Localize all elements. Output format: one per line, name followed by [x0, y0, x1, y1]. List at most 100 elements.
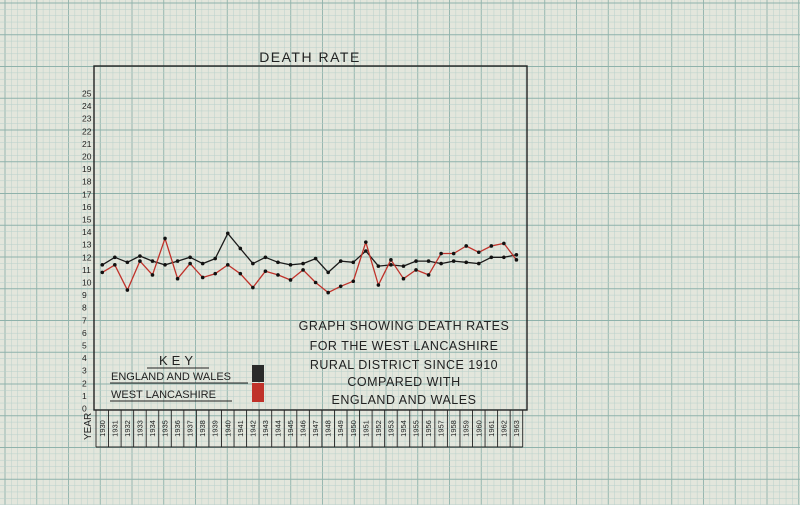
subtitle-line-5: ENGLAND AND WALES	[332, 393, 477, 407]
data-point-west-lancashire	[188, 261, 192, 266]
x-tick-label: 1962	[499, 420, 508, 437]
x-tick-label: 1938	[198, 420, 207, 437]
y-tick-label: 20	[82, 152, 92, 162]
data-point-england-and-wales	[163, 263, 167, 267]
data-point-england-and-wales	[414, 259, 418, 263]
y-tick-label: 15	[82, 215, 92, 225]
data-point-west-lancashire	[138, 259, 142, 263]
subtitle-line-4: COMPARED WITH	[347, 375, 460, 389]
chart-title: DEATH RATE	[259, 49, 361, 65]
x-tick-label: 1958	[449, 420, 458, 437]
data-point-england-and-wales	[351, 260, 356, 265]
subtitle-line-1: GRAPH SHOWING DEATH RATES	[299, 319, 510, 333]
data-point-west-lancashire	[439, 251, 443, 256]
x-tick-label: 1948	[324, 420, 333, 437]
data-point-west-lancashire	[288, 278, 293, 282]
data-point-west-lancashire	[175, 276, 180, 281]
data-point-england-and-wales	[225, 231, 230, 236]
data-point-west-lancashire	[263, 269, 268, 273]
data-point-west-lancashire	[213, 271, 218, 276]
data-point-england-and-wales	[489, 255, 494, 260]
y-tick-label: 23	[82, 114, 92, 124]
data-point-england-and-wales	[276, 260, 280, 265]
y-tick-label: 2	[82, 378, 87, 388]
x-tick-label: 1935	[161, 420, 170, 437]
data-series	[100, 231, 519, 295]
data-point-england-and-wales	[439, 261, 443, 266]
data-point-west-lancashire	[514, 258, 519, 262]
data-point-west-lancashire	[489, 244, 494, 248]
x-tick-label: 1946	[299, 420, 308, 437]
x-tick-label: 1933	[135, 420, 144, 437]
y-tick-label: 4	[82, 353, 87, 363]
y-tick-label: 24	[82, 101, 92, 111]
x-tick-label: 1932	[123, 420, 132, 437]
data-point-west-lancashire	[338, 284, 343, 289]
data-point-west-lancashire	[376, 283, 381, 287]
data-point-west-lancashire	[301, 268, 305, 272]
y-axis-tick-labels: 0123456789101112131415161718192021222324…	[82, 89, 92, 414]
x-tick-label: 1937	[186, 420, 195, 437]
x-tick-label: 1950	[349, 420, 358, 437]
data-point-england-and-wales	[213, 256, 218, 261]
x-tick-label: 1957	[437, 420, 446, 437]
data-point-england-and-wales	[100, 263, 105, 267]
data-point-west-lancashire	[163, 236, 167, 241]
data-point-west-lancashire	[238, 271, 243, 276]
data-point-england-and-wales	[426, 259, 431, 263]
data-point-west-lancashire	[476, 250, 481, 255]
data-point-england-and-wales	[514, 252, 519, 257]
x-tick-label: 1936	[173, 420, 182, 437]
x-axis-label: YEAR	[83, 413, 94, 440]
legend-entry-england-wales: ENGLAND AND WALES	[111, 371, 231, 383]
y-tick-label: 9	[82, 290, 87, 300]
data-point-england-and-wales	[175, 259, 180, 263]
data-point-west-lancashire	[464, 244, 469, 248]
year-axis-table: 1930 1931 1932 1933 1934 1935 1936 1937 1938 1939…	[95, 410, 524, 448]
x-tick-label: 1956	[424, 420, 433, 437]
data-point-england-and-wales	[301, 261, 305, 266]
data-point-west-lancashire	[200, 275, 205, 280]
data-point-england-and-wales	[326, 270, 330, 275]
y-tick-label: 11	[82, 265, 91, 275]
data-point-west-lancashire	[251, 285, 255, 290]
data-point-england-and-wales	[502, 255, 506, 260]
x-tick-label: 1945	[286, 420, 295, 437]
data-point-england-and-wales	[476, 261, 481, 266]
data-point-england-and-wales	[364, 249, 368, 253]
data-point-england-and-wales	[188, 255, 192, 260]
data-point-england-and-wales	[376, 264, 381, 268]
x-tick-label: 1961	[487, 420, 496, 437]
data-point-england-and-wales	[313, 256, 318, 261]
subtitle-line-3: RURAL DISTRICT SINCE 1910	[310, 358, 498, 372]
y-tick-label: 7	[82, 315, 87, 325]
data-point-england-and-wales	[288, 263, 293, 267]
graph-description: GRAPH SHOWING DEATH RATES FOR THE WEST L…	[299, 319, 510, 407]
y-tick-label: 5	[82, 341, 87, 351]
data-point-west-lancashire	[502, 241, 506, 246]
data-point-west-lancashire	[313, 280, 318, 285]
data-point-west-lancashire	[401, 276, 406, 281]
data-point-england-and-wales	[401, 264, 406, 268]
y-tick-label: 16	[82, 202, 92, 212]
y-tick-label: 3	[82, 366, 87, 376]
data-point-england-and-wales	[113, 255, 117, 260]
data-point-west-lancashire	[451, 251, 456, 256]
y-tick-label: 1	[82, 391, 87, 401]
y-tick-label: 19	[82, 164, 92, 174]
data-point-west-lancashire	[276, 273, 280, 277]
legend: KEY ENGLAND AND WALES WEST LANCASHIRE	[110, 353, 264, 402]
data-point-england-and-wales	[451, 259, 456, 263]
x-tick-label: 1931	[110, 420, 119, 437]
series-line-west-lancashire	[101, 237, 517, 294]
data-point-england-and-wales	[238, 246, 243, 251]
data-point-england-and-wales	[263, 255, 268, 260]
x-tick-label: 1963	[512, 420, 521, 437]
data-point-england-and-wales	[200, 261, 205, 266]
series-line-england-and-wales	[101, 232, 517, 274]
data-point-england-and-wales	[125, 260, 130, 265]
data-point-west-lancashire	[125, 288, 130, 292]
y-tick-label: 25	[82, 89, 92, 99]
